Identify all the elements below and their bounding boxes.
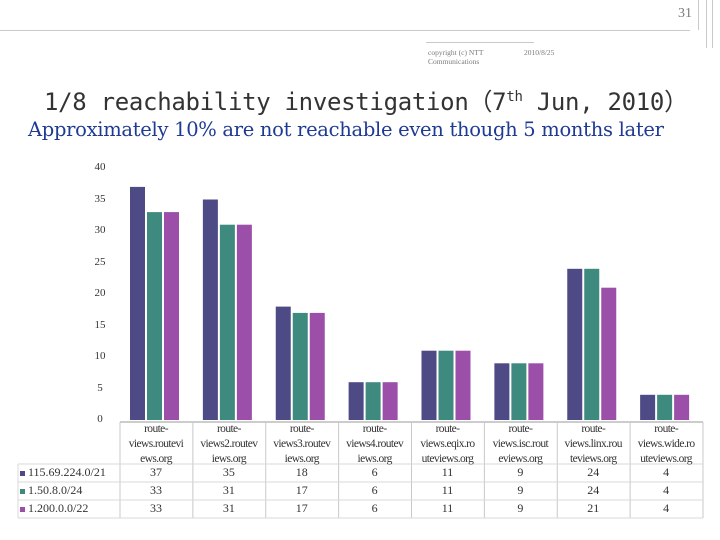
- copyright-line-1: copyright (c) NTT: [428, 48, 484, 57]
- bar-3-5: [455, 350, 471, 420]
- legend-row: 1.50.8.0/24: [20, 483, 82, 498]
- bar-3-7: [601, 287, 617, 420]
- bar-3-6: [528, 363, 544, 420]
- legend-label: 115.69.224.0/21: [28, 465, 106, 479]
- table-cell: 18: [295, 465, 308, 479]
- bar-1-2: [202, 199, 218, 420]
- bar-3-3: [309, 312, 325, 420]
- corner-line: [706, 0, 707, 48]
- bar-1-8: [640, 394, 656, 420]
- table-cell: 35: [222, 465, 235, 479]
- bar-2-7: [584, 268, 600, 420]
- title-superscript: th: [506, 89, 523, 105]
- page-number: 31: [678, 6, 692, 21]
- top-rule: [0, 30, 690, 31]
- bar-2-6: [511, 363, 527, 420]
- table-cell: 4: [663, 501, 670, 515]
- y-tick-label: 0: [97, 413, 103, 425]
- category-label: route-views.linx.rou teviews.org: [564, 423, 623, 465]
- table-cell: 33: [150, 501, 162, 515]
- y-tick-label: 5: [97, 381, 103, 394]
- legend-swatch: [20, 470, 25, 476]
- slide-date: 2010/8/25: [524, 48, 555, 57]
- table-cell: 17: [295, 501, 308, 515]
- bar-3-8: [674, 394, 690, 420]
- category-label: route-views.eqix.ro uteviews.org: [420, 423, 475, 465]
- category-label: route-views3.routev iews.org: [273, 423, 331, 465]
- category-label: route-views4.routev iews.org: [346, 423, 404, 465]
- category-label: route-views.isc.rout eviews.org: [492, 423, 549, 465]
- table-cell: 37: [150, 465, 162, 479]
- bar-2-3: [292, 312, 308, 420]
- table-cell: 11: [441, 501, 454, 515]
- bar-1-1: [130, 186, 145, 420]
- bar-3-1: [164, 212, 179, 420]
- table-cell: 4: [663, 465, 670, 479]
- bar-2-4: [365, 382, 381, 420]
- title-main: 1/8 reachability investigation（7: [44, 88, 507, 116]
- legend-label: 1.200.0.0/22: [28, 501, 89, 515]
- category-label: route-views2.routev iews.org: [200, 423, 258, 465]
- y-tick-label: 40: [94, 161, 106, 173]
- table-cell: 24: [587, 483, 600, 497]
- page-number-divider: [698, 0, 699, 30]
- bar-1-3: [275, 306, 291, 420]
- table-cell: 24: [587, 465, 600, 479]
- bar-2-2: [219, 224, 235, 420]
- y-tick-label: 15: [94, 318, 106, 331]
- table-cell: 4: [663, 483, 670, 497]
- table-cell: 9: [517, 465, 524, 479]
- table-cell: 9: [517, 483, 524, 497]
- y-tick-label: 10: [94, 350, 106, 362]
- table-cell: 11: [441, 483, 454, 497]
- bar-1-4: [348, 382, 364, 420]
- slide-subtitle: Approximately 10% are not reachable even…: [28, 118, 664, 141]
- copyright-line-2: Communications: [428, 57, 480, 66]
- legend-swatch: [20, 506, 25, 512]
- header-underline: [426, 42, 534, 43]
- title-end: Jun, 2010）: [522, 88, 688, 116]
- bar-3-4: [382, 382, 398, 420]
- bar-1-6: [494, 363, 510, 420]
- table-cell: 6: [371, 465, 378, 479]
- table-cell: 17: [295, 483, 308, 497]
- table-cell: 6: [371, 501, 378, 515]
- bar-2-8: [657, 394, 673, 420]
- table-cell: 33: [150, 483, 162, 497]
- corner-line: [712, 0, 713, 48]
- y-tick-label: 20: [94, 287, 106, 299]
- legend-swatch: [20, 488, 25, 494]
- table-cell: 9: [517, 501, 524, 515]
- table-cell: 21: [587, 501, 600, 515]
- copyright-note: copyright (c) NTT Communications: [428, 48, 483, 66]
- legend-row: 1.200.0.0/22: [20, 501, 88, 516]
- table-cell: 31: [222, 501, 235, 515]
- category-label: route-views.wide.ro uteviews.org: [637, 423, 695, 465]
- category-label: route-views.routevi ews.org: [128, 423, 184, 465]
- y-tick-label: 35: [94, 192, 106, 205]
- table-cell: 31: [222, 483, 235, 497]
- table-cell: 6: [371, 483, 378, 497]
- bar-2-5: [438, 350, 454, 420]
- slide-title: 1/8 reachability investigation（7th Jun, …: [44, 82, 688, 117]
- table-cell: 11: [441, 465, 454, 479]
- bar-2-1: [147, 212, 162, 420]
- bar-3-2: [236, 224, 252, 420]
- y-tick-label: 30: [94, 224, 106, 236]
- y-tick-label: 25: [94, 255, 106, 268]
- bar-1-7: [567, 268, 583, 420]
- bar-1-5: [421, 350, 437, 420]
- legend-label: 1.50.8.0/24: [28, 483, 83, 497]
- legend-row: 115.69.224.0/21: [20, 465, 106, 480]
